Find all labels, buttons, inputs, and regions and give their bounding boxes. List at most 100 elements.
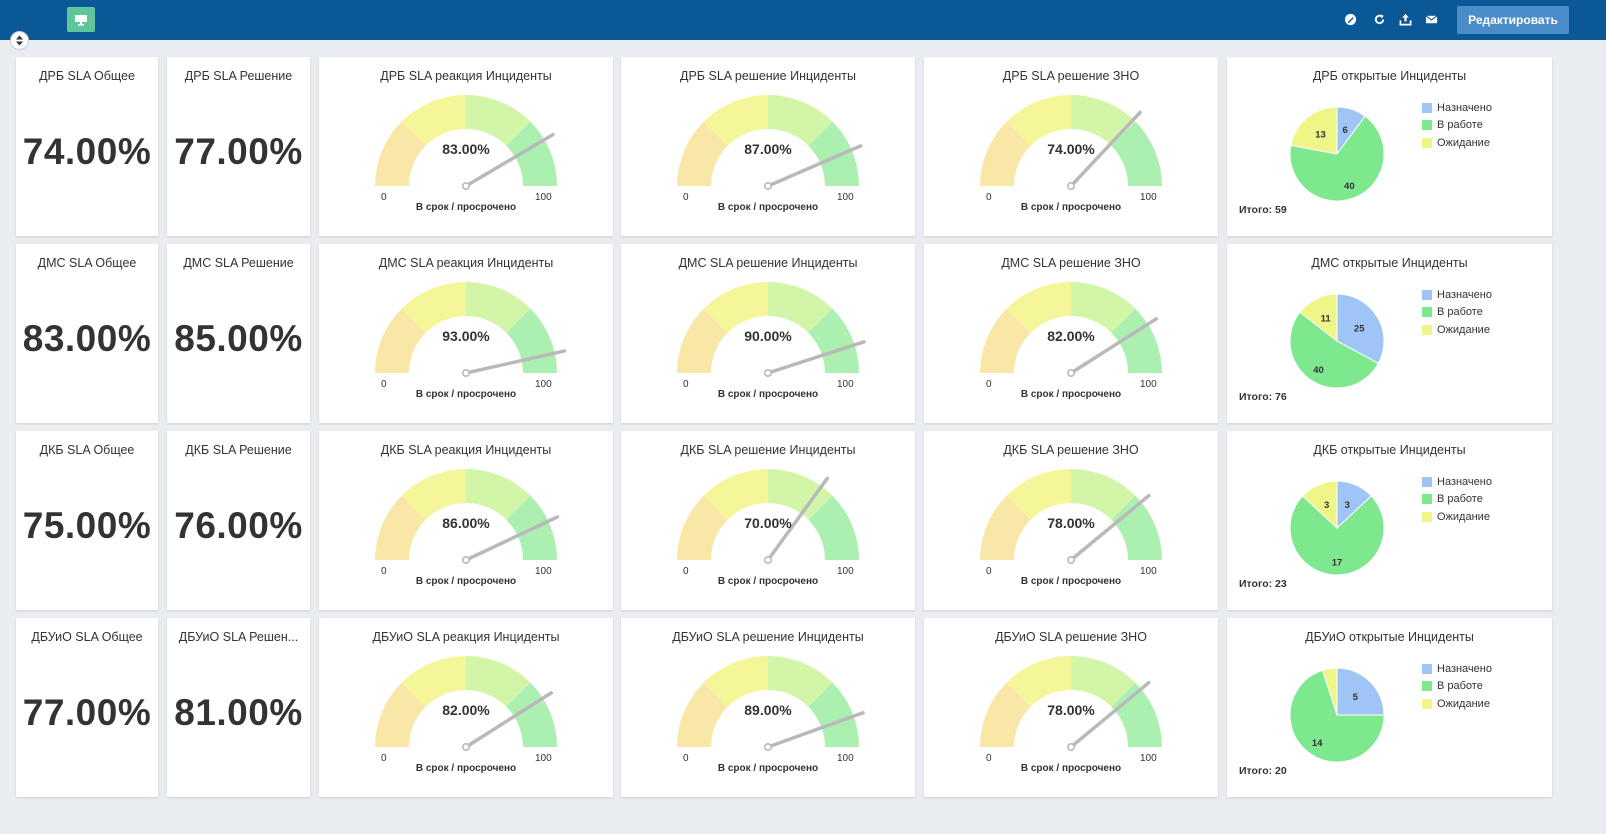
gauge-band — [401, 95, 466, 146]
legend-item[interactable]: В работе — [1422, 117, 1492, 135]
gauge-min-label: 0 — [683, 566, 689, 577]
kpi-card-resolve[interactable]: ДМС SLA Решение 85.00% — [167, 244, 310, 423]
gauge-card[interactable]: ДБУиО SLA решение Инциденты 89.00% 0 100 В с… — [621, 618, 915, 797]
legend-item[interactable]: Ожидание — [1422, 508, 1492, 526]
gauge-card[interactable]: ДБУиО SLA реакция Инциденты 82.00% 0 100 В с… — [319, 618, 613, 797]
gauge-band — [466, 95, 531, 146]
monitor-icon — [75, 14, 87, 25]
gauge-band — [1006, 95, 1071, 146]
gauge-chart — [677, 282, 866, 378]
gauge-band — [375, 495, 426, 560]
gauge-card[interactable]: ДМС SLA реакция Инциденты 93.00% 0 100 В сро… — [319, 244, 613, 423]
kpi-card-resolve[interactable]: ДБУиО SLA Решен... 81.00% — [167, 618, 310, 797]
monitor-button[interactable] — [67, 7, 95, 32]
kpi-card-overall[interactable]: ДКБ SLA Общее 75.00% — [16, 431, 158, 610]
gauge-caption: В срок / просрочено — [1020, 202, 1122, 213]
upload-icon — [1399, 13, 1411, 25]
kpi-card-resolve[interactable]: ДРБ SLA Решение 77.00% — [167, 57, 310, 236]
pie-slice-label: 25 — [1354, 323, 1365, 334]
legend-label: Ожидание — [1437, 136, 1490, 149]
pie-card[interactable]: ДМС открытые Инциденты 25 40 11 Назначено В р… — [1227, 244, 1552, 423]
gauge-max-label: 100 — [837, 566, 854, 577]
gauge-card[interactable]: ДКБ SLA решение Инциденты 70.00% 0 100 В сро… — [621, 431, 915, 610]
kpi-card-resolve[interactable]: ДКБ SLA Решение 76.00% — [167, 431, 310, 610]
refresh-button[interactable] — [1371, 11, 1387, 27]
gauge-band — [703, 656, 768, 707]
legend-label: Назначено — [1437, 288, 1492, 301]
pie-chart: 25 40 11 — [1289, 293, 1385, 389]
gauge-card[interactable]: ДКБ SLA решение ЗНО 78.00% 0 100 В срок / пр… — [924, 431, 1218, 610]
kpi-card-overall[interactable]: ДМС SLA Общее 83.00% — [16, 244, 158, 423]
collapse-toggle[interactable] — [10, 31, 29, 50]
gauge-pivot — [462, 182, 471, 191]
pie-legend: Назначено В работе Ожидание — [1422, 660, 1492, 713]
legend-item[interactable]: В работе — [1422, 304, 1492, 322]
gauge-pivot — [462, 369, 471, 378]
pie-card[interactable]: ДБУиО открытые Инциденты 5 14 Назначено В ра… — [1227, 618, 1552, 797]
legend-label: В работе — [1437, 306, 1483, 319]
gauge-card[interactable]: ДРБ SLA решение ЗНО 74.00% 0 100 В срок / пр… — [924, 57, 1218, 236]
gauge-card[interactable]: ДМС SLA решение ЗНО 82.00% 0 100 В срок / пр… — [924, 244, 1218, 423]
pie-card[interactable]: ДРБ открытые Инциденты 6 40 13 Назначено В ра… — [1227, 57, 1552, 236]
gauge-band — [808, 495, 859, 560]
legend-label: Назначено — [1437, 101, 1492, 114]
gauge-chart — [980, 469, 1162, 565]
legend-item[interactable]: Ожидание — [1422, 321, 1492, 339]
gauge-min-label: 0 — [381, 566, 387, 577]
gauge-pivot — [462, 556, 471, 565]
edit-button[interactable]: Редактировать — [1457, 6, 1569, 34]
legend-swatch — [1422, 663, 1432, 674]
gauge-chart — [677, 469, 859, 565]
kpi-card-overall[interactable]: ДРБ SLA Общее 74.00% — [16, 57, 158, 236]
legend-swatch — [1422, 289, 1432, 300]
gauge-card[interactable]: ДРБ SLA реакция Инциденты 83.00% 0 100 В сро… — [319, 57, 613, 236]
kpi-value: 75.00% — [22, 505, 152, 546]
pie-slice — [1321, 667, 1338, 716]
legend-label: Ожидание — [1437, 323, 1490, 336]
gauge-card[interactable]: ДКБ SLA реакция Инциденты 86.00% 0 100 В сро… — [319, 431, 613, 610]
gauge-max-label: 100 — [1140, 192, 1157, 203]
pie-total: Итого: 23 — [1239, 578, 1287, 590]
legend-item[interactable]: В работе — [1422, 491, 1492, 509]
legend-item[interactable]: Ожидание — [1422, 695, 1492, 713]
gauge-caption: В срок / просрочено — [415, 576, 517, 587]
gauge-caption: В срок / просрочено — [1020, 389, 1122, 400]
kpi-value: 74.00% — [22, 131, 152, 172]
gauge-band — [466, 656, 531, 707]
export-button[interactable] — [1397, 11, 1413, 27]
legend-label: Назначено — [1437, 475, 1492, 488]
gauge-band — [1071, 656, 1136, 707]
legend-label: Ожидание — [1437, 697, 1490, 710]
legend-item[interactable]: Назначено — [1422, 660, 1492, 678]
legend-item[interactable]: Назначено — [1422, 473, 1492, 491]
gauge-value-label: 90.00% — [744, 328, 792, 344]
gauge-card[interactable]: ДБУиО SLA решение ЗНО 78.00% 0 100 В срок / … — [924, 618, 1218, 797]
gauge-max-label: 100 — [837, 192, 854, 203]
gauge-min-label: 0 — [381, 192, 387, 203]
gauge-card[interactable]: ДМС SLA решение Инциденты 90.00% 0 100 В сро… — [621, 244, 915, 423]
legend-item[interactable]: В работе — [1422, 678, 1492, 696]
gauge-min-label: 0 — [986, 379, 992, 390]
legend-swatch — [1422, 102, 1432, 113]
pie-slice-label: 40 — [1344, 181, 1355, 192]
gauge-needle — [766, 144, 863, 188]
legend-item[interactable]: Назначено — [1422, 286, 1492, 304]
legend-swatch — [1422, 698, 1432, 709]
gauge-max-label: 100 — [535, 379, 552, 390]
pie-card[interactable]: ДКБ открытые Инциденты 3 17 3 Назначено В раб… — [1227, 431, 1552, 610]
gauge-band — [375, 308, 426, 373]
pencil-button[interactable] — [1342, 11, 1358, 27]
gauge-value-label: 86.00% — [442, 515, 490, 531]
gauge-band — [375, 121, 426, 186]
kpi-card-overall[interactable]: ДБУиО SLA Общее 77.00% — [16, 618, 158, 797]
expand-collapse-icon — [16, 35, 23, 46]
gauge-band — [703, 282, 768, 333]
legend-item[interactable]: Ожидание — [1422, 134, 1492, 152]
gauge-pivot — [1067, 743, 1076, 752]
legend-swatch — [1422, 307, 1432, 318]
email-button[interactable] — [1423, 11, 1439, 27]
legend-item[interactable]: Назначено — [1422, 99, 1492, 117]
pie-total: Итого: 59 — [1239, 204, 1287, 216]
gauge-value-label: 82.00% — [442, 702, 490, 718]
gauge-card[interactable]: ДРБ SLA решение Инциденты 87.00% 0 100 В сро… — [621, 57, 915, 236]
